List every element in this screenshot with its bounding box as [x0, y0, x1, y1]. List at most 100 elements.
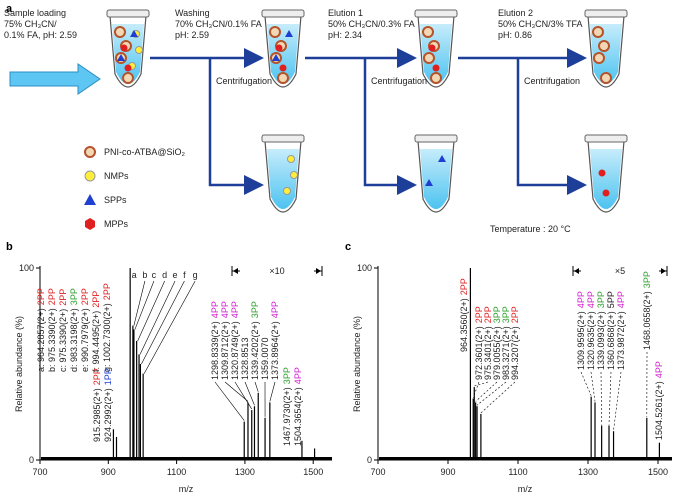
- label-leader: [590, 371, 596, 402]
- peak-label-tag: 3PP: [492, 306, 502, 323]
- peak-label-mz: 1320.8749(2+): [230, 321, 240, 380]
- peak-label-mz: a: 964.2857(2+): [36, 308, 46, 372]
- x-tick-label: 1100: [167, 467, 186, 477]
- peak-label: 1468.0658(2+) 3PP: [642, 271, 652, 350]
- bead: [269, 26, 281, 38]
- peak-label-tag: 2PP: [474, 306, 484, 323]
- peak-label-tag: 2PP: [102, 283, 112, 300]
- peak-label-mz: 1467.9730(2+): [282, 387, 292, 446]
- tube: [414, 134, 458, 213]
- tube-body: [417, 140, 455, 213]
- bead: [430, 72, 442, 84]
- bead: [422, 26, 434, 38]
- peak-leader: [143, 280, 196, 374]
- label-leader: [244, 381, 255, 406]
- peak-label: 1373.9872(2+) 4PP: [616, 291, 626, 370]
- peak-label-mz: f: 994.4495(2+): [91, 311, 101, 372]
- x-tick-label: 1300: [578, 467, 598, 477]
- tube-body: [587, 15, 625, 88]
- peak-label-tag: 2PP: [58, 289, 68, 306]
- peak-label: 1339.4202(2+) 3PP: [250, 301, 260, 380]
- peak-label-mz: d: 983.3198(2+): [69, 308, 79, 372]
- step-condition: 50% CH₃CN/0.3% FA: [328, 19, 415, 29]
- peak-label: g: 1002.7300(2+) 2PP: [102, 283, 112, 372]
- tube: [261, 134, 305, 213]
- peak-label-tag: 2PP: [47, 288, 57, 305]
- peak-label-tag: 4PP: [293, 367, 303, 384]
- step-condition: 75% CH₃CN/: [4, 19, 57, 29]
- spp: [425, 179, 433, 186]
- peak-label: 1320.8749(2+) 4PP: [230, 301, 240, 380]
- mpp: [428, 44, 436, 52]
- centrifugation-label: Centrifugation: [216, 76, 272, 86]
- peak-label-tag: 3PP: [596, 291, 606, 308]
- peak-label: 1339.0993(2+) 3PP: [596, 291, 606, 370]
- spectrum-baseline: [379, 457, 672, 460]
- tube-cap: [261, 9, 305, 18]
- label-leader: [472, 381, 480, 398]
- tube-body: [587, 140, 625, 213]
- peak-label: 1328.8513: [240, 337, 250, 380]
- peak-label-tag: 4PP: [654, 361, 664, 378]
- spp: [438, 155, 446, 162]
- peak-label-tag: 4PP: [616, 291, 626, 308]
- tube-cap: [584, 134, 628, 143]
- legend-label: PNI-co-ATBA@SiO₂: [104, 147, 185, 157]
- spp: [285, 30, 293, 37]
- y-tick-label: 100: [357, 263, 372, 273]
- peak-label-tag: 4PP: [220, 301, 230, 318]
- bead: [600, 72, 612, 84]
- peak-label: b: 975.3390(2+) 2PP: [47, 288, 57, 372]
- peak-label: 1309.8712(2+) 4PP: [220, 301, 230, 380]
- x-axis-label: m/z: [179, 484, 194, 494]
- peak-label-tag: 2PP: [36, 288, 46, 305]
- peak-label-mz: 983.3271(2+): [501, 326, 511, 380]
- mpp: [279, 64, 287, 72]
- peak-label-mz: 1504.5261(2+): [654, 381, 664, 440]
- peak-label: c: 975.3390(2+) 2PP: [58, 289, 68, 372]
- peak-letter: g: [193, 270, 198, 280]
- tube: [106, 9, 150, 88]
- centrifugation-label: Centrifugation: [371, 76, 427, 86]
- spp: [272, 54, 280, 61]
- mpp: [275, 44, 283, 52]
- peak-label: a: 964.2857(2+) 2PP: [36, 288, 46, 372]
- peak-letter: c: [152, 270, 157, 280]
- mpp: [432, 64, 440, 72]
- peak-letter: d: [162, 270, 167, 280]
- y-tick-label: 0: [29, 455, 34, 465]
- tube-liquid: [590, 24, 622, 84]
- tube-liquid: [112, 24, 144, 84]
- peak-label-mz: b: 975.3390(2+): [47, 308, 57, 372]
- peak-label-mz: c: 975.3390(2+): [58, 309, 68, 372]
- x-axis-label: m/z: [518, 484, 533, 494]
- y-axis-label: Relative abundance (%): [14, 316, 24, 412]
- peak-label-tag: 4PP: [270, 301, 280, 318]
- peak-label-mz: 1309.9595(2+): [576, 311, 586, 370]
- x-tick-label: 1500: [648, 467, 668, 477]
- peak-leader: [133, 280, 146, 326]
- spp: [130, 30, 138, 37]
- peak-label: 972.3601(2+) 2PP: [474, 306, 484, 380]
- step-condition: 70% CH₃CN/0.1% FA: [175, 19, 262, 29]
- peak-label-tag: 3PP: [282, 367, 292, 384]
- peak-label: 924.2992(2+) 1PP: [103, 368, 113, 442]
- bead: [593, 52, 605, 64]
- tube: [414, 9, 458, 88]
- label-leader: [269, 381, 276, 402]
- peak-label-mz: 972.3601(2+): [474, 326, 484, 380]
- peak-label-mz: 1339.4202(2+): [250, 321, 260, 380]
- peak-label-mz: g: 1002.7300(2+): [102, 303, 112, 372]
- bead: [598, 40, 610, 52]
- legend-item: SPPs: [84, 194, 127, 205]
- legend-symbol: [84, 146, 96, 158]
- temperature: Temperature : 20 °C: [490, 224, 571, 234]
- x-tick-label: 1100: [508, 467, 527, 477]
- peak-label-mz: 1504.3654(2+): [293, 387, 303, 446]
- legend-symbol: [85, 218, 95, 230]
- tube-body: [109, 15, 147, 88]
- tube-body: [264, 15, 302, 88]
- peak-leader: [134, 280, 155, 330]
- peak-label-tag: 3PP: [69, 288, 79, 305]
- peak-label-mz: 979.0055(2+): [492, 326, 502, 380]
